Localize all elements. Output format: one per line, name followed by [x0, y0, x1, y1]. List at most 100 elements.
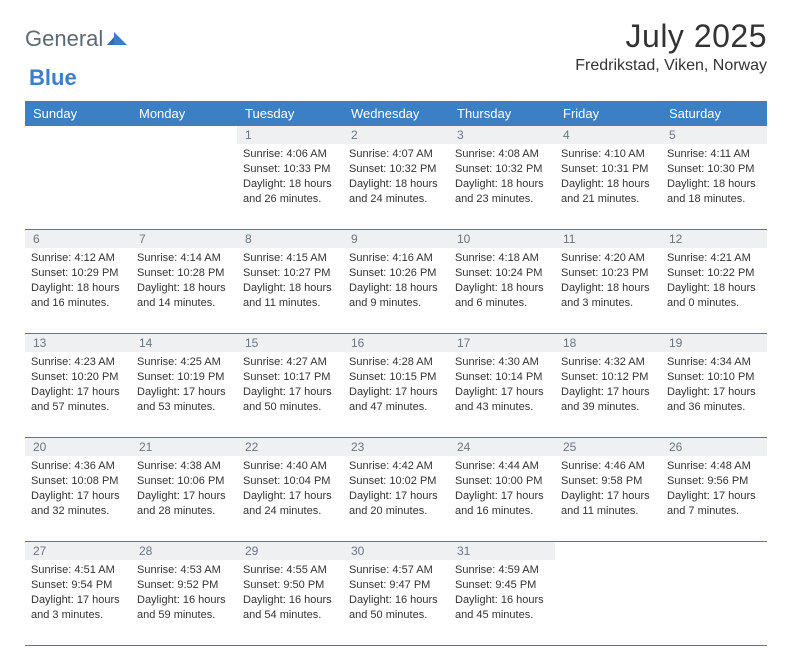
daylight-text: Daylight: 18 hours and 11 minutes. — [243, 281, 337, 311]
week-row: Sunrise: 4:12 AMSunset: 10:29 PMDaylight… — [25, 248, 767, 334]
day-cell-body: Sunrise: 4:34 AMSunset: 10:10 PMDaylight… — [661, 352, 767, 420]
sunset-text: Sunset: 9:47 PM — [349, 578, 443, 593]
day-number-cell: 30 — [343, 542, 449, 560]
day-cell-body: Sunrise: 4:20 AMSunset: 10:23 PMDaylight… — [555, 248, 661, 316]
sunrise-text: Sunrise: 4:06 AM — [243, 147, 337, 162]
sunrise-text: Sunrise: 4:53 AM — [137, 563, 231, 578]
daylight-text: Daylight: 17 hours and 39 minutes. — [561, 385, 655, 415]
daylight-text: Daylight: 18 hours and 23 minutes. — [455, 177, 549, 207]
day-number-cell: 13 — [25, 334, 131, 352]
daylight-text: Daylight: 17 hours and 57 minutes. — [31, 385, 125, 415]
sunset-text: Sunset: 10:20 PM — [31, 370, 125, 385]
sunrise-text: Sunrise: 4:46 AM — [561, 459, 655, 474]
day-cell-body: Sunrise: 4:44 AMSunset: 10:00 PMDaylight… — [449, 456, 555, 524]
daynum-row: 12345 — [25, 126, 767, 144]
day-number-cell: 21 — [131, 438, 237, 456]
day-number-cell: 18 — [555, 334, 661, 352]
day-cell-body: Sunrise: 4:08 AMSunset: 10:32 PMDaylight… — [449, 144, 555, 212]
day-number-cell: 16 — [343, 334, 449, 352]
day-cell: Sunrise: 4:23 AMSunset: 10:20 PMDaylight… — [25, 352, 131, 438]
daylight-text: Daylight: 17 hours and 24 minutes. — [243, 489, 337, 519]
location-text: Fredrikstad, Viken, Norway — [575, 57, 767, 75]
daylight-text: Daylight: 18 hours and 16 minutes. — [31, 281, 125, 311]
sunset-text: Sunset: 9:56 PM — [667, 474, 761, 489]
sunrise-text: Sunrise: 4:25 AM — [137, 355, 231, 370]
logo-mark-icon — [107, 28, 129, 51]
day-cell: Sunrise: 4:40 AMSunset: 10:04 PMDaylight… — [237, 456, 343, 542]
sunrise-text: Sunrise: 4:23 AM — [31, 355, 125, 370]
sunrise-text: Sunrise: 4:59 AM — [455, 563, 549, 578]
day-cell: Sunrise: 4:27 AMSunset: 10:17 PMDaylight… — [237, 352, 343, 438]
sunset-text: Sunset: 10:15 PM — [349, 370, 443, 385]
day-cell-body: Sunrise: 4:57 AMSunset: 9:47 PMDaylight:… — [343, 560, 449, 628]
sunrise-text: Sunrise: 4:32 AM — [561, 355, 655, 370]
sunrise-text: Sunrise: 4:55 AM — [243, 563, 337, 578]
sunset-text: Sunset: 10:22 PM — [667, 266, 761, 281]
day-number-cell: 27 — [25, 542, 131, 560]
day-cell-body: Sunrise: 4:36 AMSunset: 10:08 PMDaylight… — [25, 456, 131, 524]
sunset-text: Sunset: 9:54 PM — [31, 578, 125, 593]
sunrise-text: Sunrise: 4:44 AM — [455, 459, 549, 474]
day-cell: Sunrise: 4:44 AMSunset: 10:00 PMDaylight… — [449, 456, 555, 542]
weekday-header: Saturday — [661, 101, 767, 126]
sunrise-text: Sunrise: 4:27 AM — [243, 355, 337, 370]
daylight-text: Daylight: 17 hours and 53 minutes. — [137, 385, 231, 415]
day-number-cell: 3 — [449, 126, 555, 144]
day-number-cell: 29 — [237, 542, 343, 560]
logo-text-general: General — [25, 26, 103, 52]
day-cell-body: Sunrise: 4:25 AMSunset: 10:19 PMDaylight… — [131, 352, 237, 420]
daylight-text: Daylight: 18 hours and 21 minutes. — [561, 177, 655, 207]
title-block: July 2025 Fredrikstad, Viken, Norway — [575, 18, 767, 75]
sunrise-text: Sunrise: 4:48 AM — [667, 459, 761, 474]
sunset-text: Sunset: 10:17 PM — [243, 370, 337, 385]
day-cell-body: Sunrise: 4:15 AMSunset: 10:27 PMDaylight… — [237, 248, 343, 316]
sunset-text: Sunset: 10:23 PM — [561, 266, 655, 281]
sunset-text: Sunset: 10:29 PM — [31, 266, 125, 281]
sunset-text: Sunset: 9:58 PM — [561, 474, 655, 489]
day-cell: Sunrise: 4:36 AMSunset: 10:08 PMDaylight… — [25, 456, 131, 542]
day-number-cell: 11 — [555, 230, 661, 248]
daynum-row: 13141516171819 — [25, 334, 767, 352]
sunrise-text: Sunrise: 4:20 AM — [561, 251, 655, 266]
day-number-cell — [25, 126, 131, 144]
day-number-cell — [661, 542, 767, 560]
day-cell-body: Sunrise: 4:38 AMSunset: 10:06 PMDaylight… — [131, 456, 237, 524]
day-cell: Sunrise: 4:12 AMSunset: 10:29 PMDaylight… — [25, 248, 131, 334]
day-cell: Sunrise: 4:25 AMSunset: 10:19 PMDaylight… — [131, 352, 237, 438]
sunset-text: Sunset: 10:04 PM — [243, 474, 337, 489]
day-cell: Sunrise: 4:59 AMSunset: 9:45 PMDaylight:… — [449, 560, 555, 646]
day-cell: Sunrise: 4:14 AMSunset: 10:28 PMDaylight… — [131, 248, 237, 334]
day-cell: Sunrise: 4:48 AMSunset: 9:56 PMDaylight:… — [661, 456, 767, 542]
month-title: July 2025 — [575, 18, 767, 55]
day-number-cell — [555, 542, 661, 560]
daylight-text: Daylight: 17 hours and 28 minutes. — [137, 489, 231, 519]
daynum-row: 20212223242526 — [25, 438, 767, 456]
sunset-text: Sunset: 10:28 PM — [137, 266, 231, 281]
week-row: Sunrise: 4:51 AMSunset: 9:54 PMDaylight:… — [25, 560, 767, 646]
daylight-text: Daylight: 17 hours and 36 minutes. — [667, 385, 761, 415]
day-number-cell: 5 — [661, 126, 767, 144]
sunset-text: Sunset: 9:52 PM — [137, 578, 231, 593]
day-cell: Sunrise: 4:16 AMSunset: 10:26 PMDaylight… — [343, 248, 449, 334]
sunrise-text: Sunrise: 4:11 AM — [667, 147, 761, 162]
daylight-text: Daylight: 18 hours and 24 minutes. — [349, 177, 443, 207]
calendar-body: 12345Sunrise: 4:06 AMSunset: 10:33 PMDay… — [25, 126, 767, 646]
day-number-cell: 7 — [131, 230, 237, 248]
day-cell-body: Sunrise: 4:27 AMSunset: 10:17 PMDaylight… — [237, 352, 343, 420]
day-cell: Sunrise: 4:08 AMSunset: 10:32 PMDaylight… — [449, 144, 555, 230]
logo: General — [25, 18, 131, 52]
sunset-text: Sunset: 10:06 PM — [137, 474, 231, 489]
day-cell-body: Sunrise: 4:53 AMSunset: 9:52 PMDaylight:… — [131, 560, 237, 628]
day-cell: Sunrise: 4:46 AMSunset: 9:58 PMDaylight:… — [555, 456, 661, 542]
sunset-text: Sunset: 10:12 PM — [561, 370, 655, 385]
day-cell: Sunrise: 4:11 AMSunset: 10:30 PMDaylight… — [661, 144, 767, 230]
day-number-cell: 14 — [131, 334, 237, 352]
sunrise-text: Sunrise: 4:34 AM — [667, 355, 761, 370]
daylight-text: Daylight: 18 hours and 14 minutes. — [137, 281, 231, 311]
week-row: Sunrise: 4:23 AMSunset: 10:20 PMDaylight… — [25, 352, 767, 438]
sunrise-text: Sunrise: 4:40 AM — [243, 459, 337, 474]
day-number-cell: 12 — [661, 230, 767, 248]
day-cell: Sunrise: 4:55 AMSunset: 9:50 PMDaylight:… — [237, 560, 343, 646]
day-cell: Sunrise: 4:21 AMSunset: 10:22 PMDaylight… — [661, 248, 767, 334]
day-cell: Sunrise: 4:28 AMSunset: 10:15 PMDaylight… — [343, 352, 449, 438]
